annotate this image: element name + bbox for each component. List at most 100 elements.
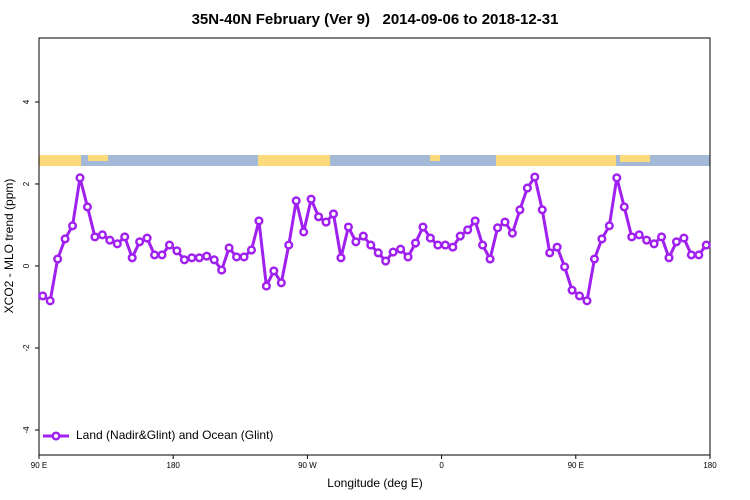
data-point [381,256,391,266]
data-point [202,251,212,261]
data-point [522,183,532,193]
data-point [545,248,555,258]
data-point [194,253,204,263]
data-point [552,242,562,252]
data-point [328,209,339,219]
data-point [418,222,428,232]
x-tick-label: 90 E [568,461,584,470]
data-point [560,262,570,272]
data-point [656,232,667,242]
data-point [463,225,473,235]
data-point [686,250,696,260]
data-point [217,265,227,275]
legend-label: Land (Nadir&Glint) and Ocean (Glint) [76,428,273,442]
y-tick-label: 4 [22,99,31,104]
data-point [224,243,234,253]
data-point [500,217,510,227]
x-axis-label: Longitude (deg E) [327,476,422,490]
data-point [366,240,376,250]
data-point [343,222,353,232]
data-point [232,252,242,262]
data-point [82,202,93,212]
data-point [537,205,547,215]
data-point [358,231,368,241]
data-point [90,232,100,242]
data-point [284,240,294,250]
data-point [246,245,257,255]
data-point [425,233,435,243]
data-point [187,253,197,263]
data-point [68,221,78,231]
data-point [478,240,488,250]
data-point [254,216,264,226]
data-point [120,232,130,242]
data-point [60,234,70,244]
y-axis-label: XCO2 - MLO trend (ppm) [2,179,16,314]
data-point [642,235,652,245]
data-point [97,230,107,240]
data-point [388,247,398,257]
data-point [127,253,137,263]
data-point [269,266,279,276]
data-point [634,230,644,240]
data-point [53,254,63,264]
data-point [612,173,622,183]
data-point [403,252,413,262]
data-point [321,217,331,227]
data-point [574,291,585,301]
data-point [239,252,249,262]
data-point [530,172,540,182]
data-point [112,239,122,249]
data-point [291,196,301,206]
data-point [604,221,614,231]
data-point [448,242,458,252]
x-tick-label: 90 E [31,461,47,470]
data-point [694,250,704,260]
y-tick-label: -4 [22,426,31,434]
chart-title: 35N-40N February (Ver 9) 2014-09-06 to 2… [192,11,559,28]
x-tick-label: 180 [703,461,717,470]
data-point [664,253,674,263]
data-point [396,244,406,254]
data-point [164,240,175,250]
data-point [515,205,525,215]
data-point [150,250,160,260]
data-point [276,278,286,288]
data-point [470,216,480,226]
data-point [410,238,421,248]
land-ocean-band [39,155,710,166]
data-point [75,173,85,183]
x-tick-label: 180 [167,461,181,470]
data-point [455,231,465,241]
y-tick-label: -2 [22,344,31,352]
data-point [671,237,682,247]
data-point [619,202,629,212]
data-point [336,253,346,263]
legend-marker [51,431,61,441]
data-point [135,237,145,247]
data-point [433,240,443,250]
data-point [157,250,167,260]
data-point [261,281,271,291]
data-point [142,233,152,243]
data-point [492,223,503,233]
data-point [567,285,577,295]
data-point [209,255,219,265]
data-point [351,237,361,247]
data-point [306,194,316,204]
data-point [314,212,324,222]
data-point [172,246,182,256]
data-point [679,233,689,243]
data-point [38,291,48,301]
y-tick-label: 2 [22,181,31,186]
data-point [485,254,495,264]
data-point [105,235,115,245]
data-point [597,234,607,244]
data-point [507,228,517,238]
data-point [627,232,637,242]
data-point [45,296,55,306]
data-point [440,240,450,250]
data-point [299,227,309,237]
data-point [589,254,599,264]
